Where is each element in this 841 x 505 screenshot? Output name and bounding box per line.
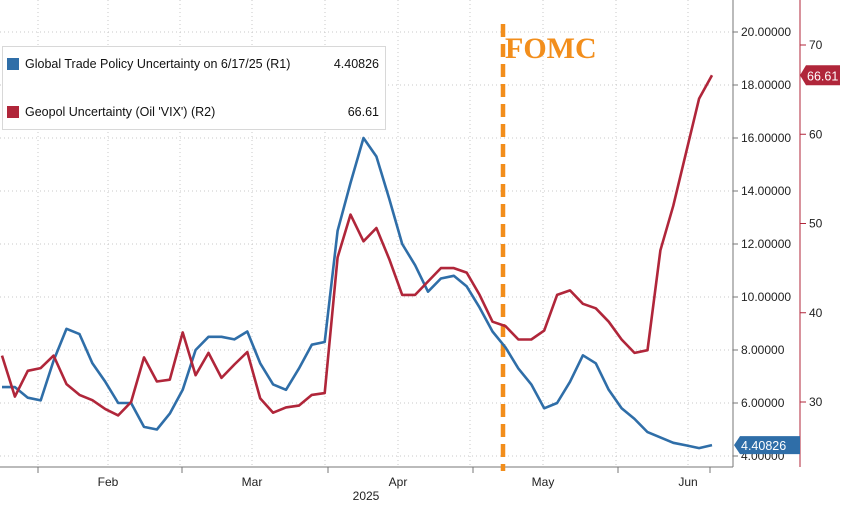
r2-tick-label-1: 40 — [809, 306, 823, 320]
r2-tick-label-3: 60 — [809, 127, 823, 141]
series-lines — [0, 74, 714, 450]
r1-tick-label-7: 18.00000 — [741, 78, 791, 92]
axis-labels: Feb Mar Apr May Jun20254.000006.000008.00000… — [98, 25, 840, 503]
last-value-badge-geopol: 66.61 — [800, 65, 840, 86]
legend-item-trade-policy: Global Trade Policy Uncertainty on 6/17/… — [7, 55, 379, 73]
fomc-annotation: FOMC — [500, 24, 597, 471]
r2-tick-label-0: 30 — [809, 395, 823, 409]
r1-tick-label-8: 20.00000 — [741, 25, 791, 39]
badge-shape-geopol — [800, 65, 840, 86]
r1-tick-label-2: 8.00000 — [741, 343, 785, 357]
series-line-geopol — [0, 74, 714, 417]
legend-label-geopol: Geopol Uncertainty (Oil 'VIX') (R2) — [25, 105, 216, 119]
x-tick-label-mar: Mar — [242, 475, 263, 489]
axes — [0, 0, 806, 473]
legend-label-trade-policy: Global Trade Policy Uncertainty on 6/17/… — [25, 57, 291, 71]
r1-tick-label-3: 10.00000 — [741, 290, 791, 304]
last-value-badge-trade-policy: 4.40826 — [734, 436, 800, 455]
r2-tick-label-2: 50 — [809, 217, 823, 231]
r1-tick-label-6: 16.00000 — [741, 131, 791, 145]
x-tick-label-jun: Jun — [678, 475, 697, 489]
legend-swatch-trade-policy — [7, 58, 19, 70]
legend-item-geopol: Geopol Uncertainty (Oil 'VIX') (R2) 66.6… — [7, 103, 379, 121]
badge-label-trade-policy: 4.40826 — [741, 439, 786, 453]
r1-tick-label-1: 6.00000 — [741, 396, 785, 410]
legend: Global Trade Policy Uncertainty on 6/17/… — [2, 46, 386, 130]
fomc-label: FOMC — [505, 32, 597, 65]
legend-value-trade-policy: 4.40826 — [333, 57, 379, 71]
legend-swatch-geopol — [7, 106, 19, 118]
r1-tick-label-4: 12.00000 — [741, 237, 791, 251]
r1-tick-label-5: 14.00000 — [741, 184, 791, 198]
x-tick-label-may: May — [532, 475, 555, 489]
x-tick-label-feb: Feb — [98, 475, 119, 489]
badge-shape-trade-policy — [734, 436, 800, 455]
x-axis-label: 2025 — [353, 489, 380, 503]
x-tick-label-apr: Apr — [389, 475, 408, 489]
r2-tick-label-4: 70 — [809, 38, 823, 52]
badge-label-geopol: 66.61 — [807, 69, 838, 83]
legend-value-geopol: 66.61 — [347, 105, 379, 119]
series-line-trade-policy — [2, 136, 713, 450]
